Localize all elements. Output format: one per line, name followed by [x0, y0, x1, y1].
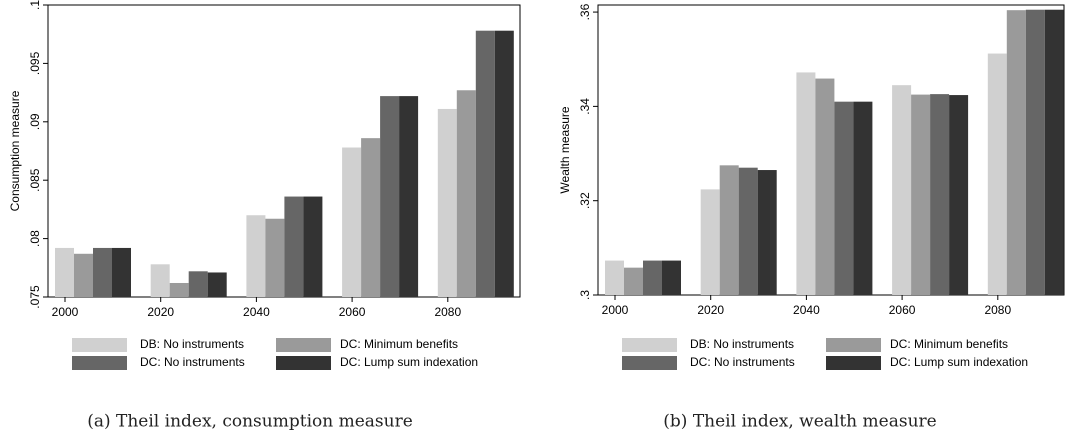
- y-tick-label: .08: [28, 230, 42, 247]
- bar: [437, 108, 457, 298]
- bar: [1044, 9, 1064, 295]
- bar: [169, 282, 189, 297]
- bar: [361, 138, 381, 297]
- y-tick-label: .3: [578, 290, 592, 300]
- legend-label: DB: No instruments: [690, 337, 794, 351]
- legend-swatch: [826, 338, 881, 352]
- bar: [494, 30, 514, 298]
- y-tick-label: .36: [578, 3, 592, 20]
- bar: [399, 96, 419, 297]
- legend-swatch: [826, 356, 881, 370]
- bar: [475, 30, 495, 298]
- y-tick-label: .1: [28, 0, 42, 10]
- legend-label: DC: No instruments: [140, 355, 245, 369]
- legend-label: DC: Lump sum indexation: [890, 355, 1028, 369]
- x-tick-label: 2000: [52, 305, 79, 319]
- bar: [757, 170, 777, 295]
- y-tick-label: .085: [28, 168, 42, 192]
- legend-label: DC: No instruments: [690, 355, 795, 369]
- bar: [284, 196, 304, 297]
- bar: [380, 96, 400, 297]
- bar: [207, 272, 227, 297]
- bar: [662, 260, 681, 295]
- caption: (b) Theil index, wealth measure: [663, 412, 936, 432]
- bar: [834, 101, 854, 296]
- legend-swatch: [72, 338, 127, 352]
- y-tick-label: .34: [578, 98, 592, 115]
- x-tick-label: 2000: [602, 303, 629, 317]
- legend-swatch: [276, 356, 331, 370]
- legend-label: DC: Minimum benefits: [890, 337, 1008, 351]
- bar: [815, 78, 835, 295]
- bar: [93, 247, 112, 297]
- legend-label: DC: Minimum benefits: [340, 337, 458, 351]
- bar: [1025, 9, 1045, 295]
- legend-label: DB: No instruments: [140, 337, 244, 351]
- bar: [112, 247, 131, 297]
- x-tick-label: 2080: [434, 305, 461, 319]
- bar: [624, 267, 643, 295]
- x-tick-label: 2060: [339, 305, 366, 319]
- x-tick-label: 2020: [697, 303, 724, 317]
- bar: [303, 196, 323, 297]
- bar: [74, 253, 93, 297]
- legend-swatch: [622, 338, 677, 352]
- bar: [853, 101, 873, 296]
- x-tick-label: 2080: [984, 303, 1011, 317]
- bar: [456, 90, 476, 297]
- bar: [987, 53, 1007, 295]
- bar: [150, 264, 170, 297]
- y-axis-title: Consumption measure: [8, 90, 22, 211]
- y-tick-label: .32: [578, 192, 592, 209]
- bar: [738, 167, 758, 295]
- legend-swatch: [276, 338, 331, 352]
- bar: [911, 94, 931, 295]
- bar: [342, 147, 362, 297]
- x-tick-label: 2060: [889, 303, 916, 317]
- legend-swatch: [72, 356, 127, 370]
- bar: [246, 215, 266, 297]
- caption: (a) Theil index, consumption measure: [87, 412, 413, 432]
- bar: [719, 165, 739, 295]
- x-tick-label: 2040: [793, 303, 820, 317]
- bar: [643, 260, 662, 295]
- y-tick-label: .09: [28, 113, 42, 130]
- bar: [605, 260, 624, 295]
- bar: [188, 271, 208, 297]
- bar: [949, 95, 969, 296]
- legend-swatch: [622, 356, 677, 370]
- legend-label: DC: Lump sum indexation: [340, 355, 478, 369]
- x-tick-label: 2020: [147, 305, 174, 319]
- y-tick-label: .095: [28, 51, 42, 75]
- y-axis-title: Wealth measure: [558, 106, 572, 193]
- bar: [265, 218, 285, 297]
- bar: [700, 189, 720, 295]
- bar: [1006, 10, 1026, 296]
- bar: [55, 247, 74, 297]
- bar: [930, 94, 950, 295]
- bar: [892, 85, 912, 296]
- x-tick-label: 2040: [243, 305, 270, 319]
- bar: [796, 72, 816, 295]
- y-tick-label: .075: [28, 285, 42, 309]
